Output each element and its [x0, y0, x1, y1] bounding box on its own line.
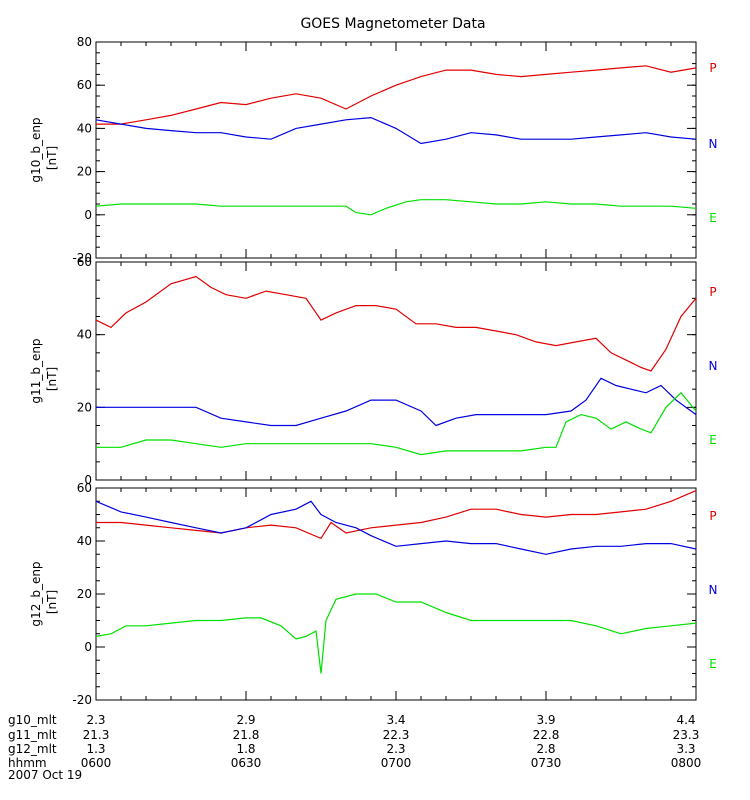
series-line-p	[95, 275, 697, 372]
footer-value: 0700	[381, 756, 412, 770]
series-label-p: P	[709, 61, 716, 75]
y-tick-label: 60	[77, 255, 92, 269]
y-tick-label: 60	[77, 481, 92, 495]
footer-value: 0630	[231, 756, 262, 770]
y-tick-label: 40	[77, 121, 92, 135]
series-label-p: P	[709, 509, 716, 523]
y-tick-label: 0	[84, 473, 92, 487]
footer-row-label: hhmm	[8, 756, 47, 770]
y-tick-label: -20	[72, 693, 92, 707]
footer-value: 2.3	[386, 742, 405, 756]
panel-frame	[95, 487, 697, 701]
footer-value: 21.8	[233, 728, 260, 742]
footer-value: 4.4	[676, 713, 695, 727]
footer-value: 22.8	[533, 728, 560, 742]
footer-value: 3.9	[536, 713, 555, 727]
footer-value: 2.3	[86, 713, 105, 727]
y-axis-unit: [nT]	[45, 590, 59, 614]
series-line-p	[96, 65, 697, 125]
footer-value: 2.9	[236, 713, 255, 727]
y-tick-label: 20	[77, 587, 92, 601]
series-line-e	[95, 199, 697, 216]
panel-2: 60 40 20 0 g11_b_enp [nT] P N E	[29, 255, 717, 487]
y-tick-label: 40	[77, 534, 92, 548]
chart-title: GOES Magnetometer Data	[300, 16, 485, 32]
series-line-n	[95, 500, 697, 555]
series-line-n	[95, 116, 697, 145]
footer-value: 23.3	[673, 728, 700, 742]
footer-value: 0600	[81, 756, 112, 770]
y-tick-label: -20	[72, 251, 92, 265]
footer-value: 3.4	[386, 713, 405, 727]
footer-row-label: g12_mlt	[8, 742, 57, 756]
footer-value: 21.3	[83, 728, 110, 742]
series-label-e: E	[709, 433, 717, 447]
series-label-e: E	[709, 657, 717, 671]
y-axis-title: g12_b_enp	[29, 561, 43, 626]
footer-row-label: g10_mlt	[8, 713, 57, 727]
panel-frame	[95, 41, 697, 259]
chart-footer: g10_mlt 2.3 2.9 3.4 3.9 4.4 g11_mlt 21.3 21.8 22.…	[8, 713, 701, 770]
footer-date: 2007 Oct 19	[8, 768, 82, 782]
y-tick-label: 20	[77, 400, 92, 414]
panel-3: 60 40 20 0 -20 g12_b_enp [nT] P N E	[29, 481, 717, 707]
y-axis-unit: [nT]	[45, 367, 59, 391]
footer-value: 0730	[531, 756, 562, 770]
footer-row-label: g11_mlt	[8, 728, 57, 742]
series-line-p	[96, 490, 697, 540]
y-axis-title: g10_b_enp	[29, 117, 43, 182]
y-tick-label: 80	[77, 35, 92, 49]
series-label-n: N	[709, 137, 718, 151]
series-label-n: N	[709, 583, 718, 597]
y-tick-label: 0	[84, 640, 92, 654]
footer-value: 3.3	[676, 742, 695, 756]
y-tick-label: 40	[77, 328, 92, 342]
series-label-e: E	[709, 211, 717, 225]
y-tick-label: 0	[84, 208, 92, 222]
y-axis-title: g11_b_enp	[29, 338, 43, 403]
y-axis-unit: [nT]	[45, 146, 59, 170]
y-tick-label: 20	[77, 165, 92, 179]
footer-value: 2.8	[536, 742, 555, 756]
series-line-e	[96, 391, 697, 456]
series-label-n: N	[709, 359, 718, 373]
footer-value: 0800	[671, 756, 702, 770]
footer-value: 22.3	[383, 728, 410, 742]
series-line-e	[95, 593, 697, 674]
footer-value: 1.8	[236, 742, 255, 756]
series-label-p: P	[709, 285, 716, 299]
footer-value: 1.3	[86, 742, 105, 756]
panel-1: 80 60 40 20 0 -20 g10_b_enp [nT] P N E	[29, 35, 717, 265]
y-tick-label: 60	[77, 78, 92, 92]
series-line-n	[96, 377, 697, 427]
